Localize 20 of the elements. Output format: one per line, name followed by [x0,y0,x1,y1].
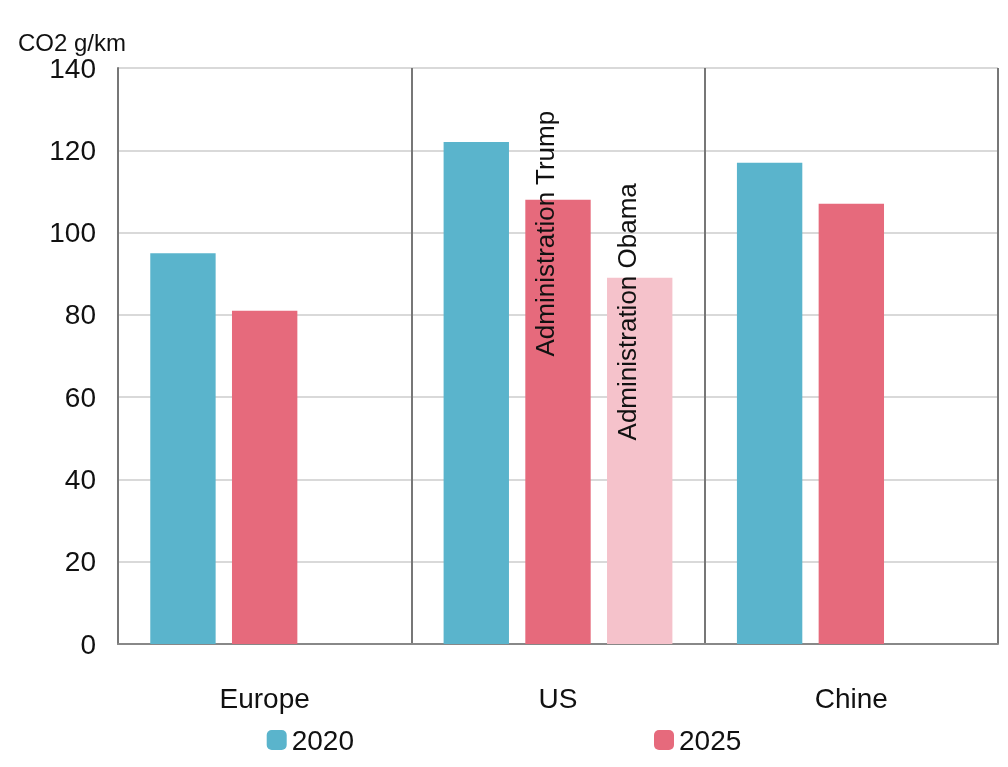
x-tick-label: US [538,682,578,714]
y-tick-label: 40 [64,463,96,495]
y-tick-label: 120 [49,134,96,166]
annotation: Administration Obama [611,182,642,441]
x-tick-label: Europe [219,682,310,714]
y-tick-label: 60 [64,381,96,413]
y-tick-label: 0 [80,628,96,660]
bar [736,162,803,644]
x-tick-label: Chine [814,682,888,714]
bar [443,142,509,644]
bar [231,310,298,644]
bar [818,203,885,644]
annotation: Administration Trump [530,110,560,357]
bar [150,253,216,644]
y-tick-label: 100 [49,217,96,249]
y-tick-label: 80 [64,299,96,331]
bar [607,277,673,644]
y-tick-label: 20 [64,546,96,578]
legend-label: 2020 [291,724,355,756]
legend-label: 2025 [679,724,742,756]
